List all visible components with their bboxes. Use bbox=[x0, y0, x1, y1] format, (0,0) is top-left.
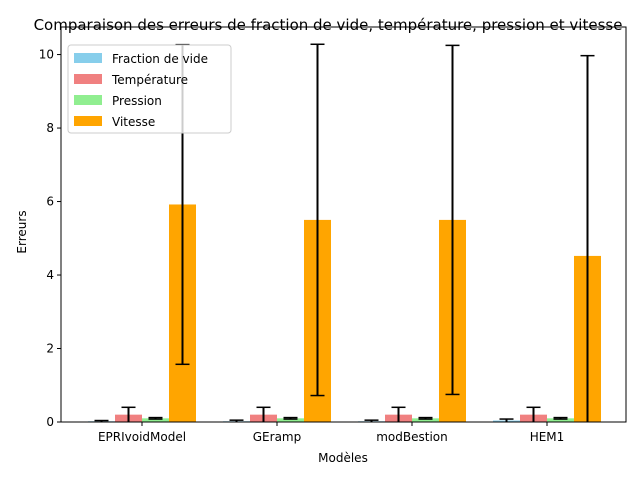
errorbar-1-0 bbox=[121, 406, 136, 422]
legend-swatch bbox=[74, 116, 102, 126]
bar-2-1 bbox=[277, 418, 304, 422]
y-tick-label: 4 bbox=[46, 268, 54, 282]
x-tick-label: GEramp bbox=[253, 430, 301, 444]
chart-title: Comparaison des erreurs de fraction de v… bbox=[34, 16, 623, 34]
legend-box bbox=[67, 44, 232, 134]
bar-2-0 bbox=[142, 418, 169, 422]
errorbar-1-1 bbox=[256, 406, 271, 422]
legend-swatch bbox=[74, 95, 102, 105]
bar-2-2 bbox=[412, 418, 439, 422]
errorbar-3-3 bbox=[580, 54, 595, 422]
errorbar-3-1 bbox=[310, 43, 325, 397]
legend-item: Vitesse bbox=[74, 115, 155, 129]
legend-item: Température bbox=[74, 73, 188, 87]
legend-swatch bbox=[74, 53, 102, 63]
errorbar-2-2 bbox=[418, 416, 433, 420]
y-axis: 0 2 4 6 8 10 bbox=[39, 48, 61, 429]
legend-label: Pression bbox=[112, 94, 162, 108]
legend-label: Fraction de vide bbox=[112, 52, 208, 66]
legend-swatch bbox=[74, 74, 102, 84]
errorbars-layer bbox=[94, 43, 595, 422]
x-tick-label: modBestion bbox=[376, 430, 448, 444]
errorbar-2-3 bbox=[553, 416, 568, 420]
y-tick-label: 2 bbox=[46, 342, 54, 356]
plot-frame bbox=[60, 26, 627, 423]
y-tick-label: 8 bbox=[46, 121, 54, 135]
errorbar-1-3 bbox=[526, 406, 541, 422]
errorbar-1-2 bbox=[391, 406, 406, 422]
legend-item: Fraction de vide bbox=[74, 52, 208, 66]
y-tick-label: 10 bbox=[39, 48, 54, 62]
legend-label: Vitesse bbox=[112, 115, 155, 129]
errorbar-2-0 bbox=[148, 416, 163, 420]
x-axis-label: Modèles bbox=[318, 451, 368, 465]
legend-label: Température bbox=[111, 73, 188, 87]
errorbar-2-1 bbox=[283, 416, 298, 420]
errorbar-3-2 bbox=[445, 44, 460, 396]
bar-2-3 bbox=[547, 418, 574, 422]
y-axis-label: Erreurs bbox=[15, 210, 29, 253]
x-tick-label: EPRIvoidModel bbox=[98, 430, 186, 444]
x-tick-label: HEM1 bbox=[530, 430, 565, 444]
legend: Fraction de vide Température Pression Vites… bbox=[67, 44, 232, 134]
y-tick-label: 6 bbox=[46, 195, 54, 209]
x-axis: EPRIvoidModel GEramp modBestion HEM1 bbox=[98, 422, 564, 444]
y-tick-label: 0 bbox=[46, 415, 54, 429]
legend-item: Pression bbox=[74, 94, 162, 108]
